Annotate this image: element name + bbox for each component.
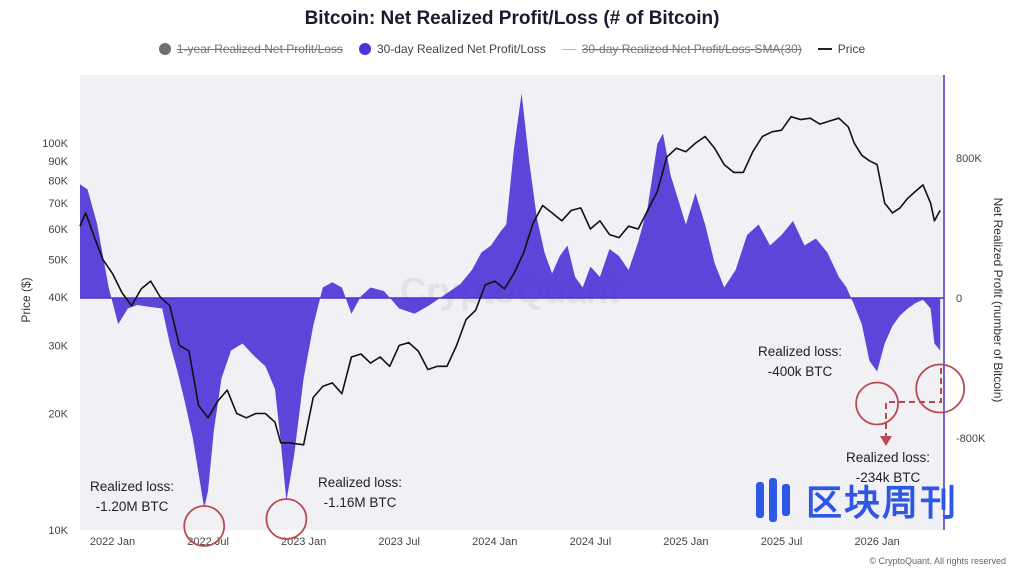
- x-tick-label: 2025 Jan: [663, 536, 708, 548]
- legend-marker-sma-icon: [561, 48, 576, 50]
- x-tick-label: 2025 Jul: [761, 536, 803, 548]
- y-left-tick-label: 90K: [48, 156, 68, 168]
- legend-item-1y-net-pl[interactable]: 1-year Realized Net Profit/Loss: [158, 42, 343, 56]
- copyright-footer: © CryptoQuant. All rights reserved: [869, 556, 1006, 566]
- chart-title: Bitcoin: Net Realized Profit/Loss (# of …: [304, 8, 720, 29]
- x-axis-ticks: 2022 Jan 2022 Jul 2023 Jan 2023 Jul 2024 Jan…: [90, 536, 900, 548]
- legend-marker-1y-icon: [158, 43, 171, 55]
- y-left-tick-label: 20K: [48, 409, 68, 421]
- legend-label-1y: 1-year Realized Net Profit/Loss: [176, 42, 343, 56]
- price-line: [79, 115, 941, 446]
- y-left-tick-label: 30K: [48, 340, 68, 352]
- y-right-tick-label: 0: [956, 293, 962, 305]
- legend-label-30d: 30-day Realized Net Profit/Loss: [376, 42, 546, 56]
- annotations-layer: Realized loss: -1.20M BTC Realized loss: -1…: [90, 344, 966, 547]
- net-pl-area-layer: [80, 93, 941, 509]
- legend: 1-year Realized Net Profit/Loss 30-day R…: [0, 42, 1024, 56]
- brand-logo-icon: [756, 478, 790, 522]
- legend-marker-30d-icon: [358, 43, 371, 55]
- y-right-axis-label: Net Realized Profit (number of Bitcoin): [991, 198, 1005, 403]
- annotation-label: Realized loss:: [846, 450, 930, 465]
- annotation-arrow-head: [880, 436, 892, 446]
- annotation-circle: [855, 381, 899, 426]
- annotation-label: -1.16M BTC: [324, 495, 397, 510]
- net-pl-area: [80, 93, 941, 509]
- legend-item-30d-net-pl[interactable]: 30-day Realized Net Profit/Loss: [358, 42, 546, 56]
- legend-label-sma: 30-day Realized Net Profit/Loss-SMA(30): [581, 42, 802, 56]
- annotation-label: Realized loss:: [318, 475, 402, 490]
- x-tick-label: 2026 Jan: [854, 536, 899, 548]
- brand-logo-text: 区块周刊: [806, 482, 959, 523]
- y-left-tick-label: 40K: [48, 292, 68, 304]
- annotation-circle: [183, 505, 226, 547]
- annotation-arrow: [885, 368, 942, 438]
- y-left-tick-label: 100K: [42, 138, 68, 150]
- y-left-axis-label: Price ($): [19, 277, 33, 322]
- brand-watermark: 区块周刊: [752, 474, 958, 526]
- annotation-label: Realized loss:: [758, 344, 842, 359]
- annotation-label: -234k BTC: [856, 470, 921, 485]
- y-left-tick-label: 70K: [48, 198, 68, 210]
- legend-label-price: Price: [837, 42, 866, 56]
- y-right-ticks: 800K 0 -800K: [956, 153, 986, 445]
- annotation-circle: [265, 498, 308, 540]
- y-left-tick-label: 50K: [48, 255, 68, 267]
- y-right-tick-label: -800K: [956, 433, 986, 445]
- annotation-label: Realized loss:: [90, 479, 174, 494]
- price-line-layer: [79, 115, 941, 446]
- x-tick-label: 2024 Jan: [472, 536, 517, 548]
- x-tick-label: 2023 Jul: [378, 536, 420, 548]
- y-left-ticks: 10K 20K 30K 40K 50K 60K 70K 80K 90K 100K: [42, 138, 68, 537]
- y-left-tick-label: 60K: [48, 224, 68, 236]
- legend-item-price[interactable]: Price: [817, 42, 866, 56]
- x-tick-label: 2023 Jan: [281, 536, 326, 548]
- annotation-label: -1.20M BTC: [96, 499, 169, 514]
- legend-marker-price-icon: [817, 48, 832, 50]
- annotation-label: -400k BTC: [768, 364, 833, 379]
- y-right-tick-label: 800K: [956, 153, 982, 165]
- y-left-tick-label: 10K: [48, 525, 68, 537]
- legend-item-30d-sma[interactable]: 30-day Realized Net Profit/Loss-SMA(30): [561, 42, 802, 56]
- x-tick-label: 2024 Jul: [570, 536, 612, 548]
- x-tick-label: 2022 Jan: [90, 536, 135, 548]
- y-left-tick-label: 80K: [48, 176, 68, 188]
- annotation-circle: [915, 363, 966, 414]
